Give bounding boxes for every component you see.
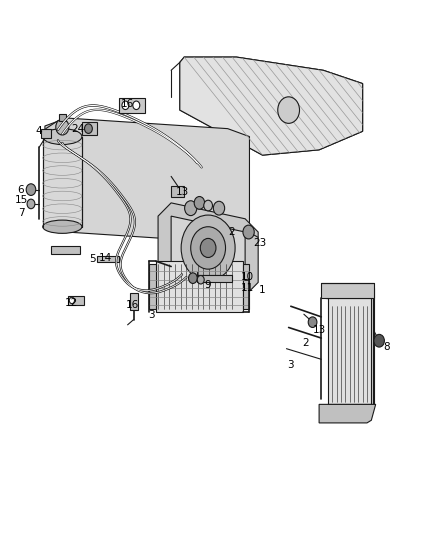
Circle shape: [122, 101, 129, 110]
Polygon shape: [180, 57, 363, 155]
Polygon shape: [45, 118, 250, 243]
Text: 5: 5: [89, 254, 96, 263]
Circle shape: [200, 238, 216, 257]
Ellipse shape: [43, 128, 82, 144]
Ellipse shape: [43, 220, 82, 233]
Bar: [67, 296, 84, 305]
Text: 23: 23: [254, 238, 267, 248]
Circle shape: [56, 119, 69, 135]
Circle shape: [188, 273, 197, 284]
Bar: [197, 275, 232, 282]
Circle shape: [197, 276, 204, 284]
Bar: [82, 122, 97, 135]
Bar: [130, 293, 138, 310]
Polygon shape: [180, 57, 363, 155]
Bar: [321, 284, 374, 298]
Circle shape: [194, 197, 205, 209]
Text: 3: 3: [287, 360, 294, 369]
Circle shape: [213, 201, 225, 215]
Circle shape: [204, 200, 212, 211]
Circle shape: [27, 199, 35, 209]
Text: 24: 24: [71, 124, 84, 134]
Bar: [149, 264, 156, 309]
Text: 11: 11: [240, 282, 254, 293]
Bar: [119, 98, 145, 113]
Text: 8: 8: [383, 342, 390, 352]
Circle shape: [85, 124, 92, 133]
Circle shape: [191, 227, 226, 269]
Circle shape: [278, 97, 300, 123]
Circle shape: [308, 317, 317, 327]
Circle shape: [374, 334, 385, 347]
Circle shape: [185, 201, 197, 216]
Bar: [156, 261, 243, 312]
Circle shape: [26, 184, 36, 196]
Polygon shape: [158, 203, 258, 296]
Circle shape: [69, 297, 74, 304]
Text: 7: 7: [18, 208, 24, 219]
Text: 16: 16: [125, 300, 138, 310]
Text: 3: 3: [148, 310, 155, 320]
Text: 15: 15: [14, 195, 28, 205]
Text: 9: 9: [205, 280, 212, 290]
Circle shape: [243, 225, 254, 239]
Bar: [328, 298, 371, 405]
Text: 2: 2: [229, 227, 235, 237]
Text: 6: 6: [18, 184, 24, 195]
Bar: [97, 256, 119, 262]
Polygon shape: [171, 216, 245, 280]
Bar: [51, 246, 80, 254]
Text: 13: 13: [312, 325, 326, 335]
Polygon shape: [323, 288, 374, 410]
Bar: [171, 186, 184, 197]
Bar: [243, 264, 250, 309]
Text: 1: 1: [259, 285, 266, 295]
Text: 16: 16: [121, 99, 134, 109]
Text: 12: 12: [64, 297, 78, 308]
Text: 2: 2: [303, 338, 309, 349]
Bar: [41, 128, 51, 138]
Circle shape: [181, 215, 235, 281]
Bar: [59, 114, 66, 120]
Bar: [43, 136, 82, 227]
Polygon shape: [319, 405, 376, 423]
Circle shape: [133, 101, 140, 110]
Text: 14: 14: [99, 253, 113, 263]
Text: 10: 10: [241, 272, 254, 282]
Text: 4: 4: [35, 126, 42, 136]
Text: 13: 13: [175, 187, 189, 197]
